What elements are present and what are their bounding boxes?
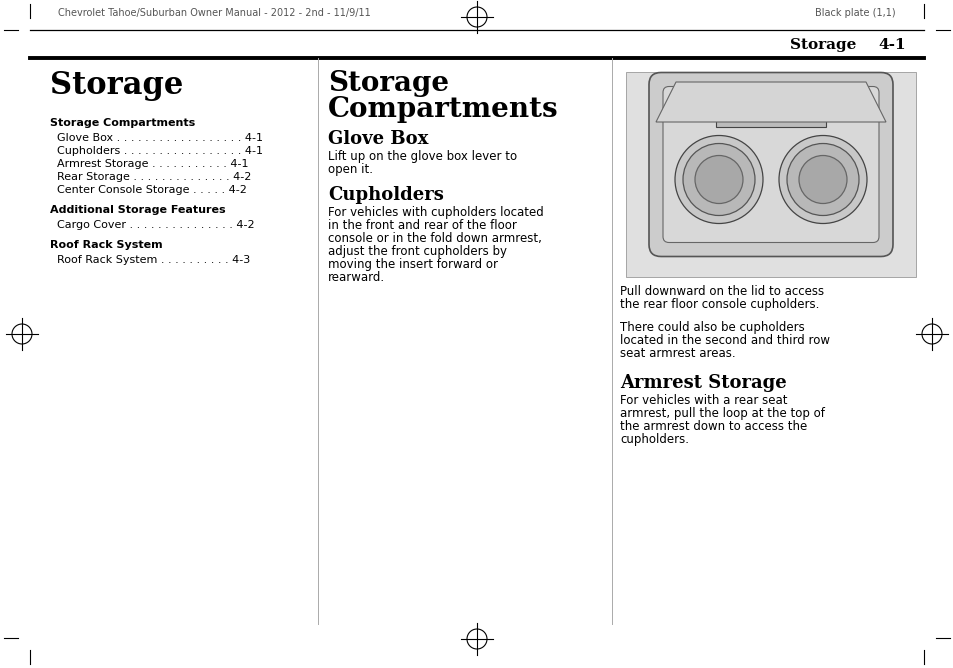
Text: Compartments: Compartments bbox=[328, 96, 558, 123]
Circle shape bbox=[775, 106, 785, 116]
Text: Black plate (1,1): Black plate (1,1) bbox=[815, 8, 895, 18]
Circle shape bbox=[682, 144, 754, 216]
Text: Additional Storage Features: Additional Storage Features bbox=[50, 205, 226, 215]
Text: adjust the front cupholders by: adjust the front cupholders by bbox=[328, 245, 506, 258]
Circle shape bbox=[755, 106, 765, 116]
Text: Glove Box: Glove Box bbox=[328, 130, 428, 148]
Circle shape bbox=[786, 144, 858, 216]
Text: Center Console Storage . . . . . 4-2: Center Console Storage . . . . . 4-2 bbox=[50, 185, 247, 195]
Text: seat armrest areas.: seat armrest areas. bbox=[619, 347, 735, 360]
Text: Chevrolet Tahoe/Suburban Owner Manual - 2012 - 2nd - 11/9/11: Chevrolet Tahoe/Suburban Owner Manual - … bbox=[58, 8, 371, 18]
Text: For vehicles with cupholders located: For vehicles with cupholders located bbox=[328, 206, 543, 219]
Text: cupholders.: cupholders. bbox=[619, 433, 688, 446]
Text: open it.: open it. bbox=[328, 163, 373, 176]
Text: in the front and rear of the floor: in the front and rear of the floor bbox=[328, 219, 517, 232]
Text: located in the second and third row: located in the second and third row bbox=[619, 334, 829, 347]
Bar bbox=[625, 72, 915, 277]
Circle shape bbox=[779, 136, 866, 224]
FancyBboxPatch shape bbox=[662, 86, 878, 242]
Text: moving the insert forward or: moving the insert forward or bbox=[328, 258, 497, 271]
Text: Storage: Storage bbox=[789, 38, 856, 52]
Text: armrest, pull the loop at the top of: armrest, pull the loop at the top of bbox=[619, 407, 824, 420]
Text: Armrest Storage . . . . . . . . . . . 4-1: Armrest Storage . . . . . . . . . . . 4-… bbox=[50, 159, 248, 169]
Text: the armrest down to access the: the armrest down to access the bbox=[619, 420, 806, 433]
Polygon shape bbox=[656, 82, 885, 122]
Text: For vehicles with a rear seat: For vehicles with a rear seat bbox=[619, 394, 786, 407]
Text: Pull downward on the lid to access: Pull downward on the lid to access bbox=[619, 285, 823, 298]
Circle shape bbox=[795, 106, 805, 116]
Bar bbox=[716, 96, 825, 126]
Text: Storage Compartments: Storage Compartments bbox=[50, 118, 195, 128]
Text: the rear floor console cupholders.: the rear floor console cupholders. bbox=[619, 298, 819, 311]
Text: Storage: Storage bbox=[328, 70, 449, 97]
Circle shape bbox=[799, 156, 846, 204]
Circle shape bbox=[695, 156, 742, 204]
Text: rearward.: rearward. bbox=[328, 271, 385, 284]
Text: 4-1: 4-1 bbox=[877, 38, 904, 52]
Text: Cargo Cover . . . . . . . . . . . . . . . 4-2: Cargo Cover . . . . . . . . . . . . . . … bbox=[50, 220, 254, 230]
Text: Storage: Storage bbox=[50, 70, 183, 101]
Text: Armrest Storage: Armrest Storage bbox=[619, 374, 786, 392]
Text: Lift up on the glove box lever to: Lift up on the glove box lever to bbox=[328, 150, 517, 163]
Circle shape bbox=[675, 136, 762, 224]
Text: Cupholders . . . . . . . . . . . . . . . . . 4-1: Cupholders . . . . . . . . . . . . . . .… bbox=[50, 146, 263, 156]
FancyBboxPatch shape bbox=[648, 73, 892, 257]
Text: Cupholders: Cupholders bbox=[328, 186, 443, 204]
Text: Glove Box . . . . . . . . . . . . . . . . . . 4-1: Glove Box . . . . . . . . . . . . . . . … bbox=[50, 133, 263, 143]
Circle shape bbox=[735, 106, 745, 116]
Text: Roof Rack System . . . . . . . . . . 4-3: Roof Rack System . . . . . . . . . . 4-3 bbox=[50, 255, 250, 265]
Text: console or in the fold down armrest,: console or in the fold down armrest, bbox=[328, 232, 541, 245]
Text: Rear Storage . . . . . . . . . . . . . . 4-2: Rear Storage . . . . . . . . . . . . . .… bbox=[50, 172, 251, 182]
Text: Roof Rack System: Roof Rack System bbox=[50, 240, 162, 250]
Text: There could also be cupholders: There could also be cupholders bbox=[619, 321, 804, 334]
